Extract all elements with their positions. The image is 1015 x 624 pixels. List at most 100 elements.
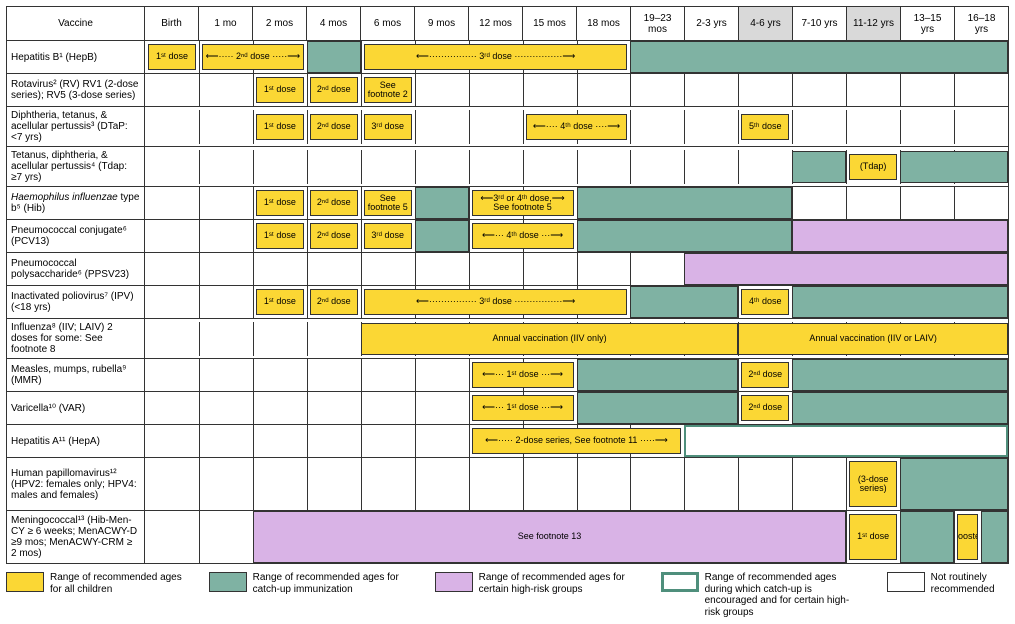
vaccine-schedule-table: VaccineBirth1 mo2 mos4 mos6 mos9 mos12 m…: [6, 6, 1009, 564]
legend-swatch-0: [6, 572, 44, 592]
lane-6: [145, 253, 1009, 286]
row-9: Measles, mumps, rubella⁹ (MMR)⟵··· 1ˢᵗ d…: [7, 359, 1009, 392]
row-7: Inactivated poliovirus⁷ (IPV) (<18 yrs)1…: [7, 286, 1009, 319]
lane-4: 1ˢᵗ dose2ⁿᵈ doseSee footnote 5⟵3ʳᵈ or 4ᵗ…: [145, 187, 1009, 220]
vaccine-name-6: Pneumococcal polysaccharide⁶ (PPSV23): [7, 253, 145, 286]
block-3-0: [792, 151, 846, 183]
block-10-3: [792, 392, 1008, 424]
header-age-1: 1 mo: [199, 7, 253, 41]
block-4-3: [415, 187, 469, 219]
lane-11: ⟵····· 2-dose series, See footnote 11 ··…: [145, 425, 1009, 458]
header-age-11: 4-6 yrs: [739, 7, 793, 41]
legend-text-1: Range of recommended ages for catch-up i…: [253, 572, 409, 595]
legend-swatch-1: [209, 572, 247, 592]
legend-text-0: Range of recommended ages for all childr…: [50, 572, 183, 595]
block-13-4: [981, 511, 1008, 563]
block-2-3: ⟵···· 4ᵗʰ dose ····⟶: [526, 114, 628, 140]
block-4-0: 1ˢᵗ dose: [256, 190, 304, 216]
block-13-1: 1ˢᵗ dose: [849, 514, 897, 560]
legend-text-2: Range of recommended ages for certain hi…: [479, 572, 635, 595]
block-7-2: ⟵················ 3ʳᵈ dose ·············…: [364, 289, 628, 315]
vaccine-name-4: Haemophilus influenzae type b⁵ (Hib): [7, 187, 145, 220]
vaccine-name-8: Influenza⁸ (IIV; LAIV) 2 doses for some:…: [7, 319, 145, 359]
block-2-0: 1ˢᵗ dose: [256, 114, 304, 140]
row-3: Tetanus, diphtheria, & acellular pertuss…: [7, 147, 1009, 187]
legend-item-1: Range of recommended ages for catch-up i…: [209, 572, 409, 595]
block-5-2: 3ʳᵈ dose: [364, 223, 412, 249]
row-12: Human papillomavirus¹² (HPV2: females on…: [7, 458, 1009, 511]
header-age-12: 7-10 yrs: [793, 7, 847, 41]
legend-item-3: Range of recommended ages during which c…: [661, 572, 861, 618]
header-age-8: 18 mos: [577, 7, 631, 41]
row-13: Meningococcal¹³ (Hib-Men-CY ≥ 6 weeks; M…: [7, 511, 1009, 564]
legend-item-4: Not routinely recommended: [887, 572, 1009, 595]
block-3-2: [900, 151, 1008, 183]
vaccine-name-1: Rotavirus² (RV) RV1 (2-dose series); RV5…: [7, 74, 145, 107]
lane-13: See footnote 131ˢᵗ doseBooster: [145, 511, 1009, 564]
block-13-0: See footnote 13: [253, 511, 846, 563]
block-8-0: Annual vaccination (IIV only): [361, 323, 739, 355]
block-5-1: 2ⁿᵈ dose: [310, 223, 358, 249]
block-12-1: [900, 458, 1008, 510]
header-age-2: 2 mos: [253, 7, 307, 41]
header-age-9: 19–23mos: [631, 7, 685, 41]
block-13-2: [900, 511, 954, 563]
vaccine-name-7: Inactivated poliovirus⁷ (IPV) (<18 yrs): [7, 286, 145, 319]
lane-10: ⟵··· 1ˢᵗ dose ···⟶ 2ⁿᵈ dose: [145, 392, 1009, 425]
lane-1: 1ˢᵗ dose2ⁿᵈ doseSee footnote 2: [145, 74, 1009, 107]
row-0: Hepatitis B¹ (HepB)1ˢᵗ dose⟵····· 2ⁿᵈ do…: [7, 41, 1009, 74]
legend-swatch-4: [887, 572, 925, 592]
legend-text-4: Not routinely recommended: [931, 572, 1009, 595]
lane-9: ⟵··· 1ˢᵗ dose ···⟶ 2ⁿᵈ dose: [145, 359, 1009, 392]
row-1: Rotavirus² (RV) RV1 (2-dose series); RV5…: [7, 74, 1009, 107]
lane-7: 1ˢᵗ dose2ⁿᵈ dose⟵················ 3ʳᵈ do…: [145, 286, 1009, 319]
block-7-3: [630, 286, 738, 318]
header-age-3: 4 mos: [307, 7, 361, 41]
header-age-4: 6 mos: [361, 7, 415, 41]
vaccine-name-5: Pneumococcal conjugate⁶ (PCV13): [7, 220, 145, 253]
block-7-5: [792, 286, 1008, 318]
block-2-4: 5ᵗʰ dose: [741, 114, 789, 140]
block-11-1: [684, 425, 1008, 457]
block-1-2: See footnote 2: [364, 77, 412, 103]
vaccine-name-2: Diphtheria, tetanus, & acellular pertuss…: [7, 107, 145, 147]
lane-8: Annual vaccination (IIV only)Annual vacc…: [145, 319, 1009, 359]
lane-0: 1ˢᵗ dose⟵····· 2ⁿᵈ dose ·····⟶⟵·········…: [145, 41, 1009, 74]
block-4-5: [577, 187, 793, 219]
lane-5: 1ˢᵗ dose2ⁿᵈ dose3ʳᵈ dose⟵··· 4ᵗʰ dose ··…: [145, 220, 1009, 253]
block-1-0: 1ˢᵗ dose: [256, 77, 304, 103]
block-10-2: 2ⁿᵈ dose: [741, 395, 789, 421]
header-age-7: 15 mos: [523, 7, 577, 41]
legend-text-3: Range of recommended ages during which c…: [705, 572, 861, 618]
header-age-0: Birth: [145, 7, 199, 41]
header-row: VaccineBirth1 mo2 mos4 mos6 mos9 mos12 m…: [7, 7, 1009, 41]
block-4-1: 2ⁿᵈ dose: [310, 190, 358, 216]
block-0-3: ⟵················ 3ʳᵈ dose ·············…: [364, 44, 628, 70]
block-5-4: ⟵··· 4ᵗʰ dose ···⟶: [472, 223, 574, 249]
legend-swatch-3: [661, 572, 699, 592]
row-4: Haemophilus influenzae type b⁵ (Hib)1ˢᵗ …: [7, 187, 1009, 220]
row-6: Pneumococcal polysaccharide⁶ (PPSV23): [7, 253, 1009, 286]
lane-2: 1ˢᵗ dose2ⁿᵈ dose3ʳᵈ dose⟵···· 4ᵗʰ dose ·…: [145, 107, 1009, 147]
block-10-0: ⟵··· 1ˢᵗ dose ···⟶: [472, 395, 574, 421]
header-vaccine: Vaccine: [7, 16, 144, 31]
vaccine-name-10: Varicella¹⁰ (VAR): [7, 392, 145, 425]
block-9-2: 2ⁿᵈ dose: [741, 362, 789, 388]
legend-item-2: Range of recommended ages for certain hi…: [435, 572, 635, 595]
row-5: Pneumococcal conjugate⁶ (PCV13)1ˢᵗ dose2…: [7, 220, 1009, 253]
block-10-1: [577, 392, 739, 424]
header-age-6: 12 mos: [469, 7, 523, 41]
block-3-1: (Tdap): [849, 154, 897, 180]
block-8-1: Annual vaccination (IIV or LAIV): [738, 323, 1008, 355]
legend-swatch-2: [435, 572, 473, 592]
block-9-0: ⟵··· 1ˢᵗ dose ···⟶: [472, 362, 574, 388]
block-12-0: (3-dose series): [849, 461, 897, 507]
header-age-10: 2-3 yrs: [685, 7, 739, 41]
block-11-0: ⟵····· 2-dose series, See footnote 11 ··…: [472, 428, 682, 454]
block-5-3: [415, 220, 469, 252]
header-age-14: 13–15yrs: [901, 7, 955, 41]
block-5-5: [577, 220, 793, 252]
block-9-3: [792, 359, 1008, 391]
legend: Range of recommended ages for all childr…: [6, 572, 1009, 618]
legend-item-0: Range of recommended ages for all childr…: [6, 572, 183, 595]
